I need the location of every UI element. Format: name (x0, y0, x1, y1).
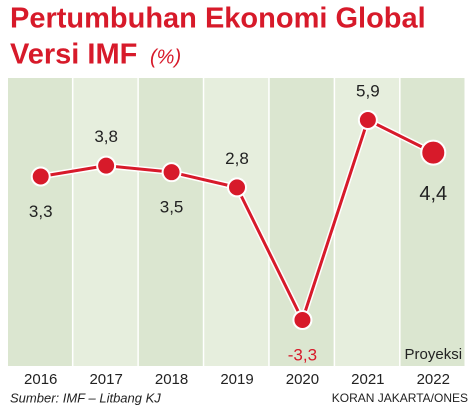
value-label: 3,8 (94, 127, 118, 146)
credit: KORAN JAKARTA/ONES (332, 391, 468, 405)
chart-title: Pertumbuhan Ekonomi Global (10, 3, 426, 35)
point (292, 310, 313, 330)
column-band (8, 78, 72, 366)
point (227, 177, 247, 198)
value-label: 2,8 (225, 149, 249, 168)
column-band (73, 78, 138, 366)
x-tick-label: 2018 (155, 371, 188, 388)
chart-subtitle: Versi IMF (10, 39, 137, 71)
column-band (204, 78, 269, 366)
value-label: 4,4 (419, 183, 447, 205)
point (357, 110, 378, 130)
plot-background (8, 78, 465, 366)
point (30, 166, 51, 187)
value-label: 3,5 (160, 198, 184, 217)
x-tick-label: 2022 (417, 371, 450, 388)
x-tick-label: 2019 (220, 371, 253, 388)
x-tick-label: 2017 (89, 371, 122, 388)
point (161, 162, 182, 183)
value-label: 5,9 (356, 81, 380, 100)
column-band (400, 78, 465, 366)
value-label: 3,3 (29, 202, 53, 221)
value-label: -3,3 (288, 345, 317, 364)
column-band (138, 78, 203, 366)
point (96, 155, 117, 176)
source: Sumber: IMF – Litbang KJ (10, 390, 161, 405)
x-tick-label: 2020 (286, 371, 319, 388)
annotation: Proyeksi (405, 346, 463, 363)
unit-label: (%) (150, 46, 181, 68)
x-tick-label: 2016 (24, 371, 57, 388)
point (420, 139, 447, 166)
x-tick-label: 2021 (351, 371, 384, 388)
